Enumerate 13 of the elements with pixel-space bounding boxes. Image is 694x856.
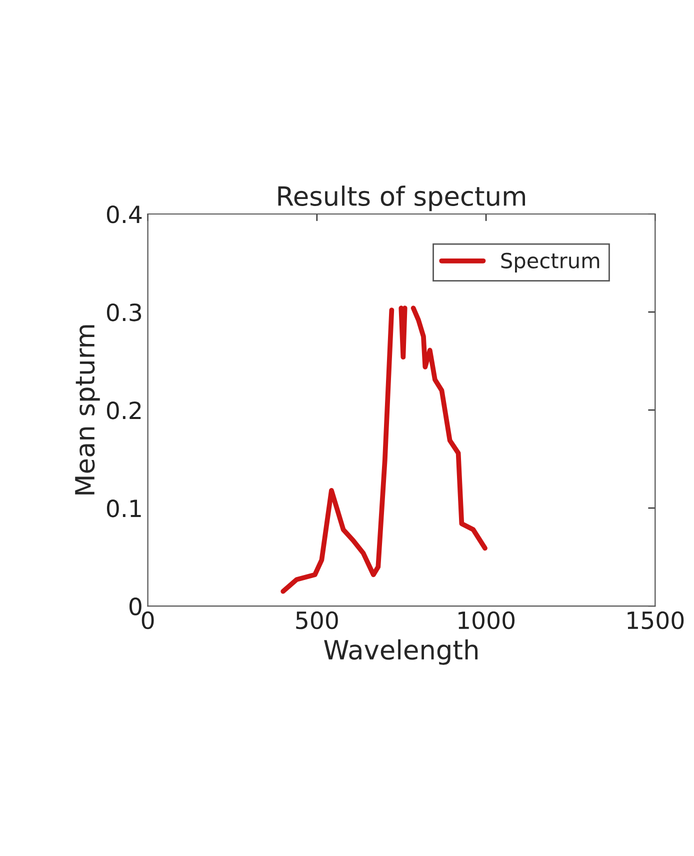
legend-label: Spectrum	[501, 252, 600, 273]
x-tick-label: 0	[142, 611, 154, 630]
y-axis-title: Mean spturm	[75, 325, 100, 494]
x-axis-title: Wavelength	[324, 639, 478, 665]
x-tick-label: 500	[296, 611, 338, 630]
y-tick-label: 0	[129, 597, 142, 616]
y-tick-label: 0.1	[106, 499, 141, 518]
x-tick-label: 1000	[458, 611, 515, 630]
chart-title: Results of spectum	[278, 186, 525, 212]
y-tick-label: 0.4	[106, 205, 142, 224]
y-tick-label: 0.3	[106, 303, 142, 322]
y-tick-label: 0.2	[106, 401, 141, 420]
x-tick-label: 1500	[628, 611, 684, 630]
